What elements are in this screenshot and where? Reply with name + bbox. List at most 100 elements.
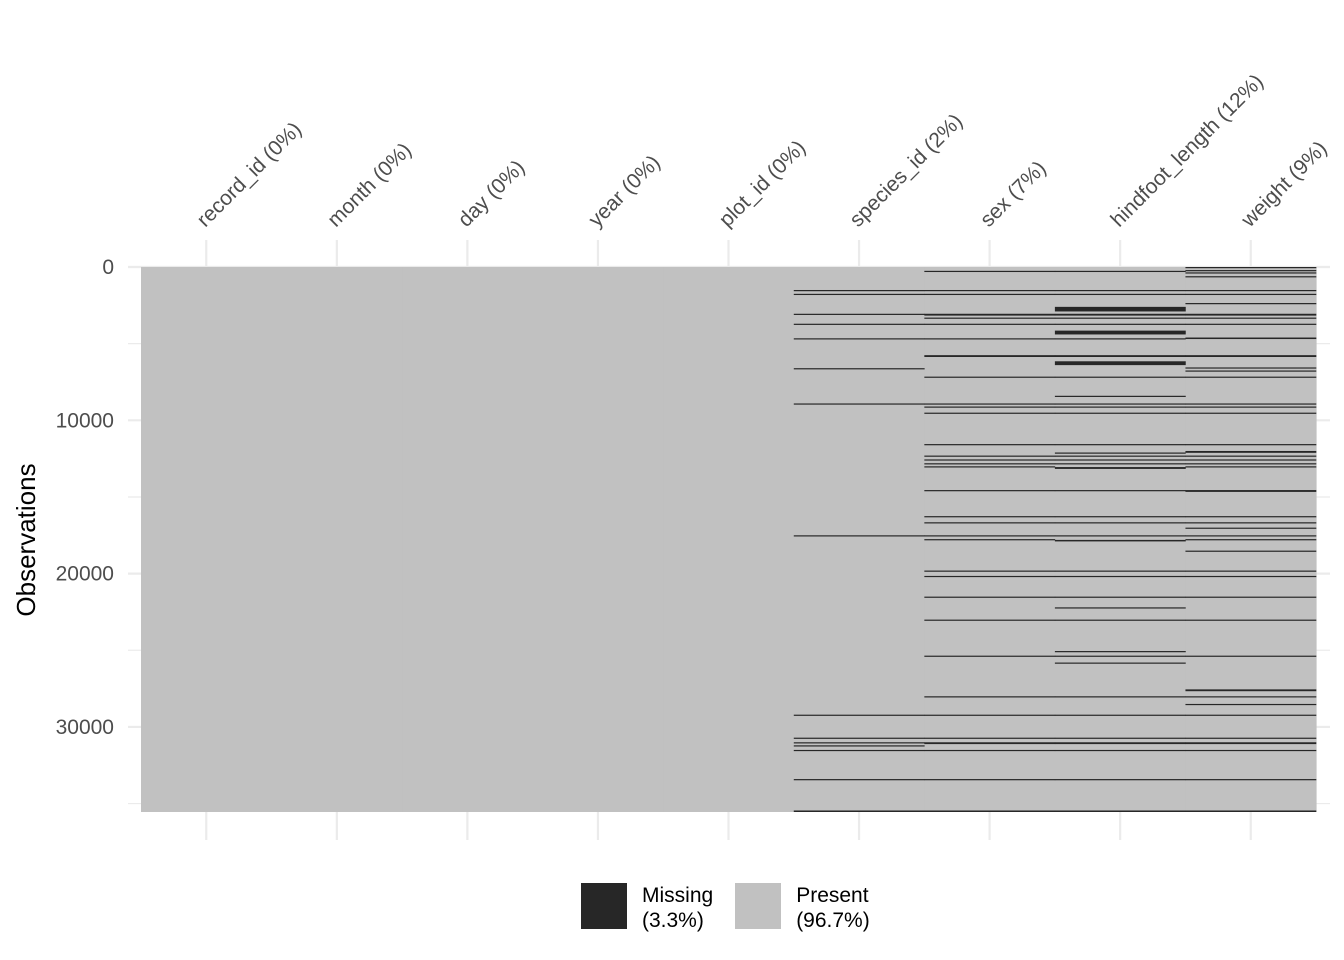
missing-block <box>1185 293 1317 296</box>
missing-block <box>1185 272 1317 274</box>
legend: Missing (3.3%) Present (96.7%) <box>581 883 892 933</box>
y-tick-label: 10000 <box>56 409 114 432</box>
missing-block <box>1054 459 1186 461</box>
missing-block <box>1054 338 1186 340</box>
legend-pct-present: (96.7%) <box>796 909 870 932</box>
missing-block <box>924 406 1056 408</box>
missing-block <box>924 355 1056 357</box>
missing-block <box>924 466 1056 468</box>
y-tick-label: 30000 <box>56 716 114 739</box>
missing-block <box>793 535 925 537</box>
missing-block <box>1054 607 1186 609</box>
missing-block <box>1185 455 1317 457</box>
missing-block <box>1054 714 1186 716</box>
missing-block <box>1054 596 1186 598</box>
missing-block <box>793 293 925 296</box>
missing-block <box>1054 539 1186 542</box>
x-axis-top: record_id (0%) month (0%) day (0%) year (0%… <box>193 70 1332 232</box>
missing-block <box>1054 452 1186 454</box>
missing-block <box>1185 742 1317 745</box>
column-label: sex (7%) <box>976 157 1051 232</box>
missing-block <box>1054 313 1186 316</box>
missing-block <box>1054 376 1186 378</box>
column-label: record_id (0%) <box>193 118 307 232</box>
missing-block <box>924 522 1056 524</box>
missing-block <box>1185 376 1317 378</box>
missing-block <box>1054 467 1186 469</box>
missing-block <box>793 742 925 744</box>
y-axis: 0 10000 20000 30000 <box>56 256 114 739</box>
missing-block <box>1185 535 1317 537</box>
missing-block <box>1185 737 1317 739</box>
missing-block <box>1185 466 1317 468</box>
missing-block <box>1185 270 1317 272</box>
missing-block <box>1185 276 1317 278</box>
missing-block <box>1054 463 1186 465</box>
missing-block <box>1054 522 1186 524</box>
present-column <box>141 267 273 812</box>
missing-block <box>924 444 1056 446</box>
missing-block <box>1185 550 1317 552</box>
missing-block <box>924 516 1056 518</box>
legend-label-present: Present <box>796 884 869 907</box>
column-label: day (0%) <box>454 156 530 232</box>
missing-block <box>924 749 1056 752</box>
missing-block <box>924 317 1056 319</box>
missing-block <box>924 293 1056 296</box>
y-tick-label: 20000 <box>56 563 114 586</box>
missing-block <box>793 313 925 315</box>
missing-block <box>1054 306 1186 312</box>
missing-block <box>924 575 1056 578</box>
y-tick-label: 0 <box>102 256 114 279</box>
missing-block <box>1185 317 1317 319</box>
missing-block <box>793 289 925 292</box>
missing-block <box>1054 270 1186 273</box>
missing-block <box>793 403 925 405</box>
missing-block <box>924 338 1056 340</box>
missing-block <box>1185 779 1317 781</box>
legend-item-missing: Missing (3.3%) <box>581 883 713 933</box>
missing-block <box>924 323 1056 325</box>
column-label: year (0%) <box>584 151 665 232</box>
present-column <box>402 267 534 812</box>
missing-block <box>1054 330 1186 335</box>
column-label: month (0%) <box>323 139 416 232</box>
missing-block <box>1185 444 1317 446</box>
legend-label-missing: Missing <box>642 884 714 907</box>
missing-block <box>1185 619 1317 621</box>
legend-key-missing <box>581 883 627 929</box>
missing-block <box>1185 575 1317 578</box>
missing-block <box>1054 570 1186 572</box>
missing-block <box>1185 337 1317 340</box>
missing-block <box>1185 267 1317 269</box>
missing-block <box>1185 355 1317 357</box>
missing-block <box>1054 619 1186 621</box>
missing-block <box>1185 370 1317 372</box>
missing-block <box>924 463 1056 465</box>
missing-block <box>1185 463 1317 465</box>
missing-block <box>793 779 925 781</box>
missing-block <box>1054 655 1186 657</box>
missing-block <box>924 535 1056 537</box>
missing-block <box>793 714 925 716</box>
missing-block <box>1054 403 1186 405</box>
missing-block <box>924 779 1056 781</box>
missing-block <box>1185 406 1317 408</box>
missing-block <box>924 490 1056 492</box>
present-column <box>793 267 925 812</box>
missing-block <box>1185 696 1317 698</box>
missing-block <box>1054 696 1186 698</box>
missing-block <box>1054 444 1186 446</box>
missing-block <box>1054 317 1186 319</box>
missing-block <box>924 655 1056 657</box>
missing-block <box>1185 527 1317 529</box>
missing-block <box>924 403 1056 405</box>
missing-block <box>1185 490 1317 492</box>
missing-block <box>1054 395 1186 397</box>
missing-block <box>1054 651 1186 653</box>
missing-block <box>1185 539 1317 541</box>
missing-block <box>924 714 1056 716</box>
missing-block <box>924 570 1056 572</box>
missing-block <box>1185 323 1317 325</box>
